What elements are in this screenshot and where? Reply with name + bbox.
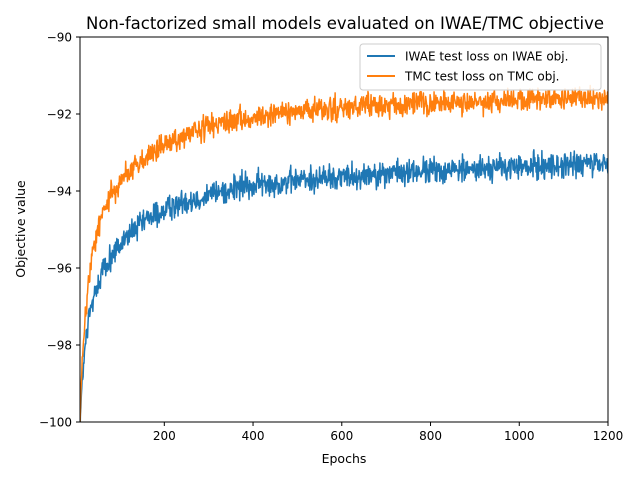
y-tick-label: −90	[47, 31, 72, 45]
chart-title: Non-factorized small models evaluated on…	[86, 14, 604, 33]
legend-label-tmc: TMC test loss on TMC obj.	[404, 70, 559, 84]
y-tick-label: −100	[39, 416, 72, 430]
plot-area	[80, 84, 608, 422]
plot-frame	[79, 36, 609, 423]
series-line-tmc	[80, 84, 608, 422]
legend-box	[359, 43, 602, 91]
x-tick-label: 400	[242, 429, 265, 443]
legend: IWAE test loss on IWAE obj. TMC test los…	[359, 43, 602, 91]
x-axis-label: Epochs	[322, 451, 367, 466]
y-axis-label: Objective value	[13, 180, 28, 278]
y-tick-label: −96	[47, 262, 72, 276]
x-axis: 200 400 600 800 1000 1200	[153, 422, 623, 443]
y-tick-label: −92	[47, 108, 72, 122]
legend-label-iwae: IWAE test loss on IWAE obj.	[405, 50, 568, 64]
y-axis: −100 −98 −96 −94 −92 −90	[39, 31, 80, 430]
y-tick-label: −94	[47, 185, 72, 199]
x-tick-label: 200	[153, 429, 176, 443]
series-layer	[80, 84, 608, 422]
y-tick-label: −98	[47, 339, 72, 353]
x-tick-label: 1000	[504, 429, 535, 443]
x-tick-label: 800	[419, 429, 442, 443]
x-tick-label: 1200	[593, 429, 624, 443]
x-tick-label: 600	[330, 429, 353, 443]
series-line-iwae	[80, 149, 608, 422]
